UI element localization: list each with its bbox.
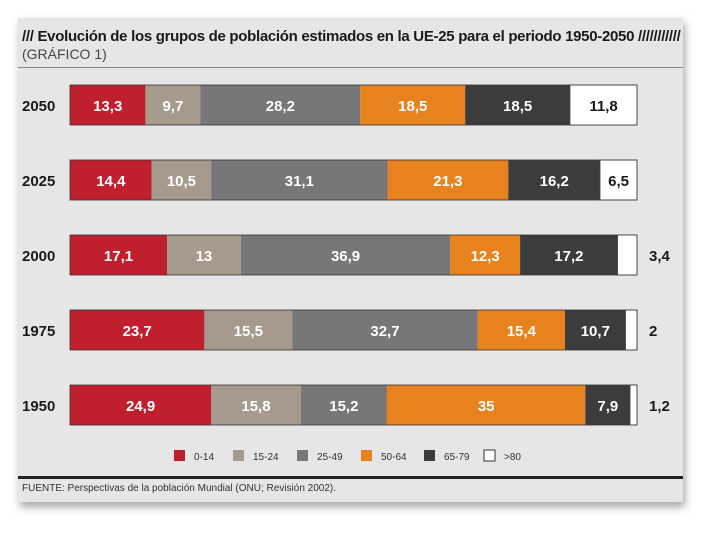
- legend-swatch-50-64: [361, 450, 372, 461]
- data-label-1950->80: 1,2: [649, 398, 670, 415]
- data-label-2050-0-14: 13,3: [93, 98, 122, 115]
- legend-label-0-14: 0-14: [194, 452, 214, 463]
- legend-label-15-24: 15-24: [253, 452, 279, 463]
- bar-segment-1975-0-14: [70, 310, 205, 350]
- chart-title: /// Evolución de los grupos de población…: [22, 28, 681, 45]
- legend-swatch->80: [483, 449, 496, 462]
- stacked-bar-chart: 2050 13,3 9,7 28,2 18,5 18,5 11,8 2025 14,4 10,5 3…: [22, 84, 671, 463]
- bar-segment-2000-0-14: [70, 235, 168, 275]
- chart-card: /// Evolución de los grupos de población…: [18, 18, 683, 502]
- legend-label-65-79: 65-79: [444, 452, 470, 463]
- data-label-2025-50-64: 21,3: [433, 173, 462, 190]
- data-label-2025-15-24: 10,5: [167, 173, 196, 190]
- bar-segment-2025-50-64: [387, 160, 509, 200]
- data-label-2000->80: 3,4: [649, 248, 671, 265]
- data-label-2000-50-64: 12,3: [471, 248, 500, 265]
- bar-segment-2000-65-79: [520, 235, 618, 275]
- bar-segment-2000-15-24: [167, 235, 241, 275]
- bar-segment-2050-0-14: [70, 85, 146, 125]
- bar-segment-2050-25-49: [200, 85, 361, 125]
- data-label-2000-65-79: 17,2: [554, 248, 583, 265]
- legend-swatch-15-24: [233, 450, 244, 461]
- bar-segment-2025-15-24: [151, 160, 212, 200]
- data-label-1950-65-79: 7,9: [597, 398, 618, 415]
- data-label-1975-15-24: 15,5: [234, 323, 263, 340]
- data-label-2050-25-49: 28,2: [266, 98, 295, 115]
- bar-segment-1950-65-79: [585, 385, 631, 425]
- data-label-1975-50-64: 15,4: [507, 323, 537, 340]
- bar-segment-1950-15-24: [211, 385, 301, 425]
- bar-segment-2025-65-79: [508, 160, 601, 200]
- data-label-1975-0-14: 23,7: [123, 323, 152, 340]
- bar-segment-2025-0-14: [70, 160, 152, 200]
- legend-swatch-0-14: [174, 450, 185, 461]
- legend-label->80: >80: [504, 452, 521, 463]
- legend-swatch-25-49: [297, 450, 308, 461]
- bar-segment-1950-0-14: [70, 385, 212, 425]
- data-label-2050-50-64: 18,5: [398, 98, 427, 115]
- bar-segment-1950-50-64: [386, 385, 586, 425]
- year-label-2050: 2050: [22, 98, 55, 115]
- source-note: FUENTE: Perspectivas de la población Mun…: [22, 483, 337, 494]
- bar-outline-2000: [69, 234, 638, 276]
- bar-segment-2000-25-49: [240, 235, 451, 275]
- bar-segment-1975-65-79: [564, 310, 626, 350]
- data-label-1950-50-64: 35: [478, 398, 495, 415]
- bar-segment-2025->80: [599, 159, 638, 201]
- data-label-2025-65-79: 16,2: [540, 173, 569, 190]
- bar-outline-1975: [69, 309, 638, 351]
- bar-outline-2025: [69, 159, 638, 201]
- bar-outline-2050: [69, 84, 638, 126]
- bar-outline-1950: [69, 384, 638, 426]
- year-label-2025: 2025: [22, 173, 55, 190]
- data-label-1975-65-79: 10,7: [581, 323, 610, 340]
- bar-segment-2050-65-79: [465, 85, 571, 125]
- legend-swatch-65-79: [424, 450, 435, 461]
- bar-segment-2025-25-49: [211, 160, 388, 200]
- year-label-1975: 1975: [22, 323, 55, 340]
- data-label-2050-15-24: 9,7: [162, 98, 183, 115]
- legend-label-25-49: 25-49: [317, 452, 343, 463]
- bar-segment-1975->80: [625, 309, 638, 351]
- data-label-1975-25-49: 32,7: [370, 323, 399, 340]
- bar-segment-1975-15-24: [204, 310, 293, 350]
- footer-divider: [18, 476, 683, 479]
- data-label-2000-25-49: 36,9: [331, 248, 360, 265]
- bar-segment-2050-50-64: [360, 85, 466, 125]
- bar-segment-1950->80: [629, 384, 638, 426]
- year-label-2000: 2000: [22, 248, 55, 265]
- year-label-1950: 1950: [22, 398, 55, 415]
- data-label-2025-0-14: 14,4: [96, 173, 126, 190]
- data-label-2000-0-14: 17,1: [104, 248, 133, 265]
- data-label-1950-0-14: 24,9: [126, 398, 155, 415]
- data-label-2025-25-49: 31,1: [285, 173, 314, 190]
- chart-subtitle: (GRÁFICO 1): [22, 46, 107, 62]
- bar-segment-1950-25-49: [300, 385, 387, 425]
- data-label-2050-65-79: 18,5: [503, 98, 532, 115]
- data-label-2000-15-24: 13: [196, 248, 213, 265]
- title-divider: [18, 67, 683, 68]
- bar-segment-2050-15-24: [145, 85, 201, 125]
- data-label-1975->80: 2: [649, 323, 657, 340]
- data-label-2050->80: 11,8: [589, 98, 617, 115]
- bar-segment-1975-50-64: [477, 310, 565, 350]
- data-label-1950-15-24: 15,8: [241, 398, 270, 415]
- bar-segment-2000->80: [617, 234, 638, 276]
- bar-segment-2000-50-64: [450, 235, 521, 275]
- bar-segment-1975-25-49: [292, 310, 478, 350]
- legend-label-50-64: 50-64: [381, 452, 407, 463]
- data-label-1950-25-49: 15,2: [329, 398, 358, 415]
- data-label-2025->80: 6,5: [608, 173, 629, 190]
